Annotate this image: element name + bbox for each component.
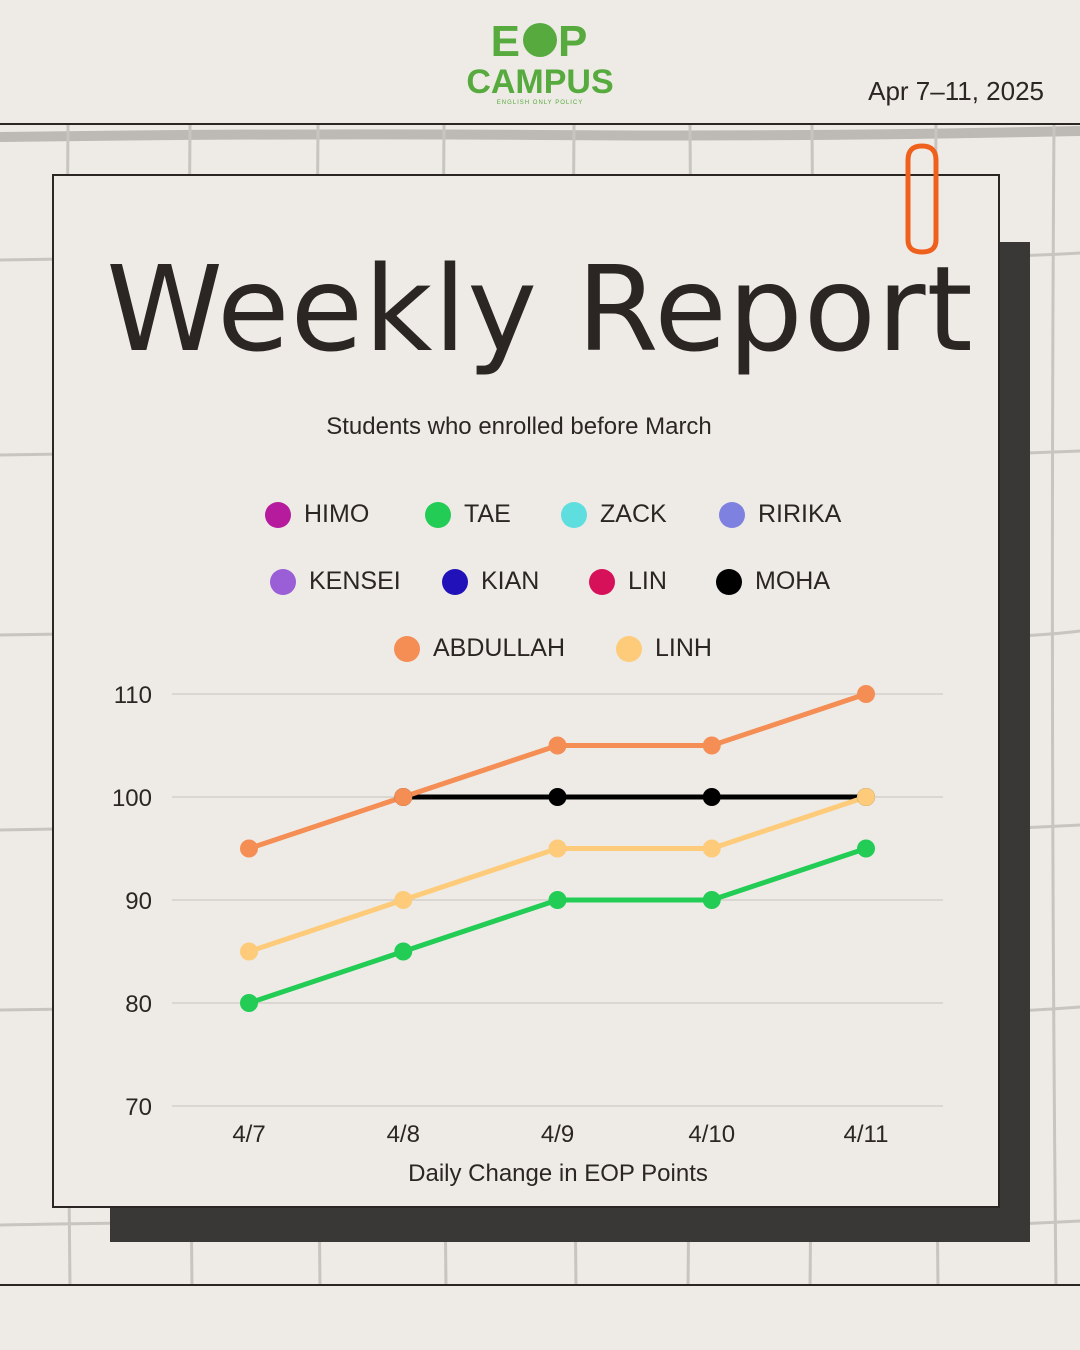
x-tick-label: 4/7 xyxy=(232,1121,265,1148)
legend-swatch xyxy=(719,501,745,528)
data-point-abdullah xyxy=(394,788,413,806)
logo-letter-e: E xyxy=(490,17,522,66)
legend-item-zack: ZACK xyxy=(561,500,667,529)
data-point-linh xyxy=(240,942,258,961)
legend-item-lin: LIN xyxy=(589,567,667,596)
legend-label: ABDULLAH xyxy=(433,634,565,662)
data-point-tae xyxy=(240,994,258,1012)
x-tick-label: 4/9 xyxy=(541,1121,574,1148)
legend-label: LIN xyxy=(628,567,667,595)
y-tick-label: 100 xyxy=(112,785,152,812)
x-tick-label: 4/10 xyxy=(688,1121,735,1148)
globe-icon xyxy=(523,23,557,58)
data-point-moha xyxy=(548,788,567,806)
data-point-abdullah xyxy=(548,736,567,755)
legend-item-moha: MOHA xyxy=(716,567,830,596)
legend-label: RIRIKA xyxy=(758,500,842,528)
legend-swatch xyxy=(425,501,451,528)
y-tick-label: 80 xyxy=(125,991,152,1018)
legend-label: HIMO xyxy=(304,500,370,528)
legend-swatch xyxy=(270,568,296,595)
logo-tagline: ENGLISH ONLY POLICY xyxy=(496,100,584,106)
paperclip-icon xyxy=(905,143,939,255)
data-point-tae xyxy=(857,839,875,858)
page-title: Weekly Report xyxy=(106,240,974,378)
data-point-tae xyxy=(702,891,721,909)
x-axis-label: Daily Change in EOP Points xyxy=(408,1160,708,1187)
legend-item-himo: HIMO xyxy=(265,500,369,529)
legend-label: TAE xyxy=(464,500,511,528)
legend-swatch xyxy=(716,568,742,595)
legend-label: MOHA xyxy=(755,567,830,595)
legend-swatch xyxy=(589,568,615,595)
legend-swatch xyxy=(616,635,642,662)
legend-swatch xyxy=(394,635,420,662)
data-point-linh xyxy=(702,839,721,858)
series-line-tae xyxy=(248,846,867,1006)
date-range: Apr 7–11, 2025 xyxy=(868,76,1044,106)
logo-wordmark-bottom: CAMPUS xyxy=(466,63,614,101)
page-subtitle: Students who enrolled before March xyxy=(326,413,712,440)
y-tick-label: 70 xyxy=(125,1094,152,1121)
data-point-linh xyxy=(548,839,567,858)
legend-swatch xyxy=(561,501,587,528)
legend-item-ririka: RIRIKA xyxy=(719,500,841,529)
data-point-linh xyxy=(857,788,875,806)
data-point-abdullah xyxy=(702,736,721,755)
legend-label: LINH xyxy=(655,634,712,662)
data-point-linh xyxy=(394,891,413,909)
data-point-tae xyxy=(548,891,567,909)
legend-item-tae: TAE xyxy=(425,500,511,529)
data-point-abdullah xyxy=(240,839,258,858)
legend-item-kian: KIAN xyxy=(442,567,539,596)
legend-item-linh: LINH xyxy=(616,634,712,663)
y-tick-label: 90 xyxy=(125,888,152,915)
y-tick-label: 110 xyxy=(114,682,152,709)
x-tick-label: 4/8 xyxy=(387,1121,420,1148)
x-tick-label: 4/11 xyxy=(844,1121,889,1148)
data-point-tae xyxy=(394,942,413,961)
legend-swatch xyxy=(265,501,291,528)
legend-label: KIAN xyxy=(481,567,540,595)
logo-letter-p: P xyxy=(558,17,590,66)
data-point-moha xyxy=(702,788,721,806)
report-card xyxy=(52,174,1000,1208)
legend-item-kensei: KENSEI xyxy=(270,567,401,596)
legend-label: ZACK xyxy=(600,500,667,528)
legend-swatch xyxy=(442,568,468,595)
legend-label: KENSEI xyxy=(309,567,401,595)
data-point-abdullah xyxy=(857,685,875,703)
legend-item-abdullah: ABDULLAH xyxy=(394,634,565,663)
